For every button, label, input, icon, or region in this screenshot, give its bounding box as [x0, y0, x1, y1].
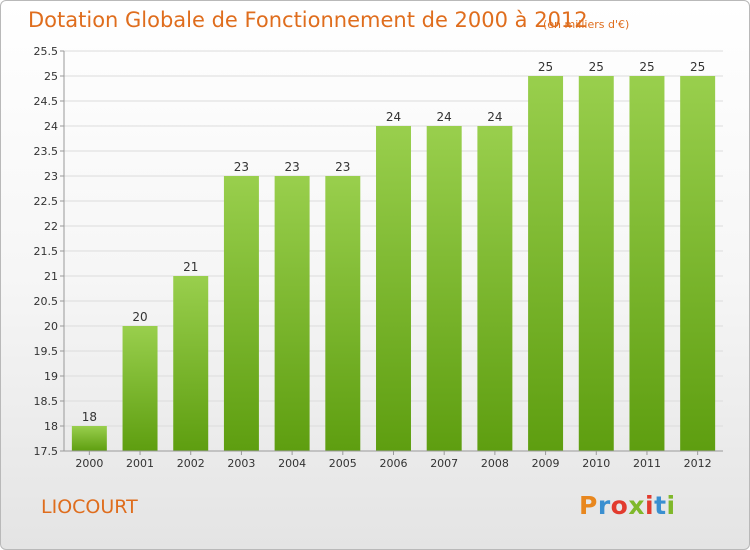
chart-subtitle: (en milliers d'€)	[543, 18, 630, 31]
x-tick-label-2011: 2011	[633, 457, 661, 470]
x-tick-label-2000: 2000	[75, 457, 103, 470]
x-tick-label-2007: 2007	[430, 457, 458, 470]
bar-2011	[629, 76, 665, 451]
data-label-2001: 20	[132, 310, 147, 324]
y-tick-label: 17.5	[34, 445, 59, 458]
y-tick-label: 18.5	[34, 395, 59, 408]
bar-2008	[477, 126, 513, 451]
x-axis: 2000 2001 2002 2003 2004 2005 2006 2007 2008 2009…	[64, 450, 723, 470]
bar-2002	[173, 276, 209, 451]
bar-2007	[426, 126, 462, 451]
x-tick-label-2004: 2004	[278, 457, 306, 470]
chart-title: Dotation Globale de Fonctionnement de 20…	[28, 8, 588, 32]
bar-2004	[274, 176, 310, 451]
bar-2006	[376, 126, 411, 451]
bar-2010	[578, 76, 614, 451]
bar-2012	[680, 76, 716, 451]
data-label-2007: 24	[437, 110, 452, 124]
x-tick-label-2009: 2009	[532, 457, 560, 470]
y-tick-label: 25	[44, 70, 58, 83]
data-label-2012: 25	[690, 60, 705, 74]
data-label-2010: 25	[589, 60, 604, 74]
y-tick-label: 24.5	[34, 95, 59, 108]
y-tick-label: 21	[44, 270, 58, 283]
x-tick-label-2010: 2010	[582, 457, 610, 470]
x-tick-label-2012: 2012	[684, 457, 712, 470]
bar-2005	[325, 176, 361, 451]
data-label-2000: 18	[82, 410, 97, 424]
y-tick-label: 23	[44, 170, 58, 183]
data-label-2008: 24	[487, 110, 502, 124]
y-tick-label: 24	[44, 120, 58, 133]
y-tick-label: 22.5	[34, 195, 59, 208]
y-tick-label: 22	[44, 220, 58, 233]
x-tick-label-2002: 2002	[177, 457, 205, 470]
data-label-2002: 21	[183, 260, 198, 274]
data-label-2006: 24	[386, 110, 401, 124]
y-tick-label: 23.5	[34, 145, 59, 158]
bar-2000	[71, 426, 107, 451]
x-tick-label-2003: 2003	[227, 457, 255, 470]
town-name: LIOCOURT	[41, 496, 138, 518]
y-tick-label: 21.5	[34, 245, 59, 258]
x-tick-label-2006: 2006	[380, 457, 408, 470]
data-label-2004: 23	[284, 160, 299, 174]
y-axis: 17.5 18 18.5 19 19.5 20 20.5 21 21.5 22 22.5 23 23.5…	[34, 45, 65, 458]
proxiti-logo[interactable]: Proxiti	[579, 491, 676, 520]
data-label-2003: 23	[234, 160, 249, 174]
y-tick-label: 20.5	[34, 295, 59, 308]
bar-2009	[528, 76, 564, 451]
y-tick-label: 25.5	[34, 45, 59, 58]
x-tick-label-2008: 2008	[481, 457, 509, 470]
y-tick-label: 18	[44, 420, 58, 433]
y-tick-label: 20	[44, 320, 58, 333]
bar-2003	[223, 176, 259, 451]
x-tick-label-2005: 2005	[329, 457, 357, 470]
data-label-2005: 23	[335, 160, 350, 174]
data-label-2009: 25	[538, 60, 553, 74]
y-tick-label: 19.5	[34, 345, 59, 358]
x-tick-label-2001: 2001	[126, 457, 154, 470]
data-label-2011: 25	[639, 60, 654, 74]
bars: 18 20 21 23 23 23 24 24 24 25 25 25 25	[71, 60, 716, 451]
y-tick-label: 19	[44, 370, 58, 383]
bar-2001	[122, 326, 158, 451]
